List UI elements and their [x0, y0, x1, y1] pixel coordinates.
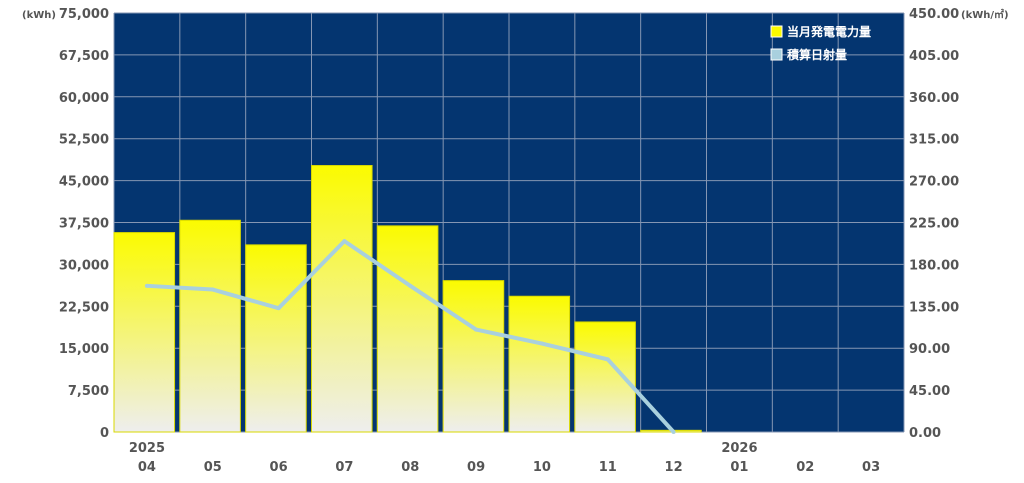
- irradiation-point-06: [276, 306, 281, 311]
- y-left-tick-label: 45,000: [59, 175, 109, 190]
- x-tick-label: 02: [796, 460, 814, 475]
- x-tick-label: 12: [665, 460, 683, 475]
- x-tick-label: 06: [270, 460, 288, 475]
- x-tick-label: 07: [335, 460, 353, 475]
- legend-swatch-generation: [770, 25, 783, 38]
- x-tick-label: 10: [533, 460, 551, 475]
- x-tick-label: 03: [862, 460, 880, 475]
- x-tick-label: 09: [467, 460, 485, 475]
- y-axis-left-unit: (kWh): [22, 10, 56, 21]
- y-left-tick-label: 75,000: [59, 7, 109, 22]
- x-year-label: 2026: [721, 441, 757, 456]
- y-right-tick-label: 225.00: [909, 217, 959, 232]
- y-right-tick-label: 315.00: [909, 133, 959, 148]
- irradiation-point-07: [342, 239, 347, 244]
- x-year-label: 2025: [129, 441, 165, 456]
- y-right-tick-label: 0.00: [909, 426, 941, 441]
- bar-series: [113, 165, 702, 433]
- y-right-tick-label: 450.00: [909, 7, 959, 22]
- y-left-tick-label: 7,500: [68, 384, 109, 399]
- x-axis: 04 2025 05 06 07 08 09 10 11 12 01 2026 02 03: [129, 441, 880, 475]
- y-left-tick-label: 60,000: [59, 91, 109, 106]
- y-right-tick-label: 45.00: [909, 384, 950, 399]
- irradiation-point-04: [144, 283, 149, 288]
- x-tick-label: 01: [730, 460, 748, 475]
- y-left-tick-label: 37,500: [59, 217, 109, 232]
- bar-05: [179, 219, 241, 433]
- irradiation-point-09: [474, 327, 479, 332]
- y-right-tick-label: 270.00: [909, 175, 959, 190]
- x-tick-label: 04: [138, 460, 156, 475]
- y-axis-left: 0 7,500 15,000 22,500 30,000 37,500 45,000 52,5…: [59, 7, 109, 441]
- line-series: [144, 239, 676, 434]
- x-tick-label: 08: [401, 460, 419, 475]
- y-left-tick-label: 22,500: [59, 300, 109, 315]
- y-left-tick-label: 15,000: [59, 342, 109, 357]
- bar-04: [113, 232, 176, 433]
- bar-08: [376, 225, 439, 433]
- irradiation-point-08: [408, 283, 413, 288]
- y-left-tick-label: 30,000: [59, 258, 109, 273]
- y-axis-right-unit: (kWh/㎡): [961, 8, 1009, 21]
- y-right-tick-label: 180.00: [909, 258, 959, 273]
- legend-swatch-irradiation: [770, 48, 783, 61]
- y-right-tick-label: 360.00: [909, 91, 959, 106]
- irradiation-point-12: [671, 430, 676, 434]
- bar-07: [311, 165, 373, 433]
- y-left-tick-label: 0: [100, 426, 109, 441]
- y-axis-right: 0.00 45.00 90.00 135.00 180.00 225.00 270.00 31…: [909, 7, 959, 441]
- irradiation-point-05: [210, 287, 215, 292]
- legend-label-generation: 当月発電電力量: [787, 24, 871, 39]
- irradiation-point-10: [539, 341, 544, 346]
- bar-10: [508, 295, 571, 433]
- y-right-tick-label: 90.00: [909, 342, 950, 357]
- y-left-tick-label: 52,500: [59, 133, 109, 148]
- bar-09: [442, 280, 505, 433]
- x-tick-label: 05: [204, 460, 222, 475]
- legend-label-irradiation: 積算日射量: [786, 47, 847, 62]
- y-left-tick-label: 67,500: [59, 49, 109, 64]
- y-right-tick-label: 135.00: [909, 300, 959, 315]
- irradiation-point-11: [605, 357, 610, 362]
- y-right-tick-label: 405.00: [909, 49, 959, 64]
- bar-06: [245, 244, 307, 433]
- x-tick-label: 11: [599, 460, 617, 475]
- legend: 当月発電電力量 積算日射量: [770, 24, 871, 62]
